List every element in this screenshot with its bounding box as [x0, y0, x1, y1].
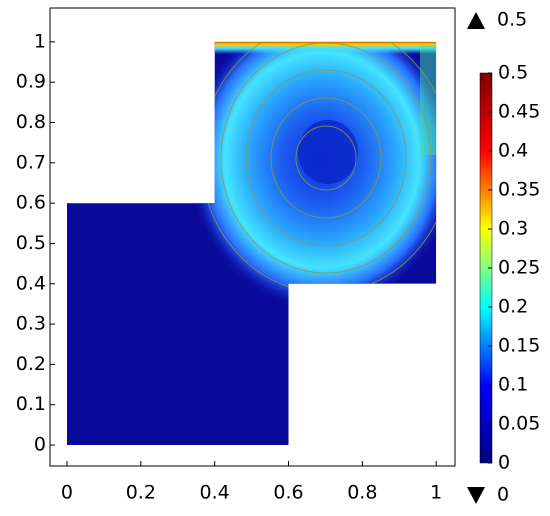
contour	[270, 97, 382, 219]
vortex-core	[298, 120, 358, 184]
wall-layer	[420, 45, 437, 155]
x-tick-label: 0	[61, 482, 73, 504]
colorbar-label: 0.2	[498, 296, 528, 318]
colorbar-label: 0.05	[498, 413, 540, 435]
max-label: 0.5	[497, 9, 527, 31]
colorbar-label: 0.45	[498, 101, 540, 123]
field	[66, 41, 437, 446]
y-tick-label: 0.3	[16, 313, 46, 335]
contour	[295, 125, 357, 191]
y-tick-label: 0.9	[16, 71, 46, 93]
colorbar-label: 0.35	[498, 179, 540, 201]
x-tick-label: 0.4	[200, 482, 230, 504]
colorbar-label: 0.1	[498, 374, 528, 396]
y-tick-label: 0.8	[16, 111, 46, 133]
y-tick-label: 1	[34, 30, 46, 52]
colorbar-label: 0.25	[498, 257, 540, 279]
y-tick-label: 0.7	[16, 151, 46, 173]
plot-frame	[49, 7, 456, 467]
min-label: 0	[497, 484, 509, 506]
x-tick-label: 1	[430, 482, 442, 504]
x-tick-label: 0.2	[126, 482, 156, 504]
colorbar-label: 0.15	[498, 335, 540, 357]
colorbar-label: 0.4	[498, 140, 528, 162]
lid-layer	[215, 41, 437, 54]
y-tick-label: 0.5	[16, 232, 46, 254]
marks	[50, 41, 437, 466]
y-tick-label: 0.1	[16, 393, 46, 415]
y-tick-label: 0.4	[16, 272, 46, 294]
x-tick-label: 0.6	[273, 482, 303, 504]
colorbar-label: 0	[498, 452, 510, 474]
contour	[220, 42, 432, 274]
colorbar-label: 0.5	[498, 62, 528, 84]
x-tick-label: 0.8	[347, 482, 377, 504]
y-tick-label: 0.6	[16, 192, 46, 214]
y-tick-label: 0	[34, 434, 46, 456]
min-marker	[467, 487, 485, 504]
y-tick-label: 0.2	[16, 353, 46, 375]
max-marker	[467, 12, 485, 29]
contour	[245, 69, 407, 247]
colorbar-label: 0.3	[498, 218, 528, 240]
